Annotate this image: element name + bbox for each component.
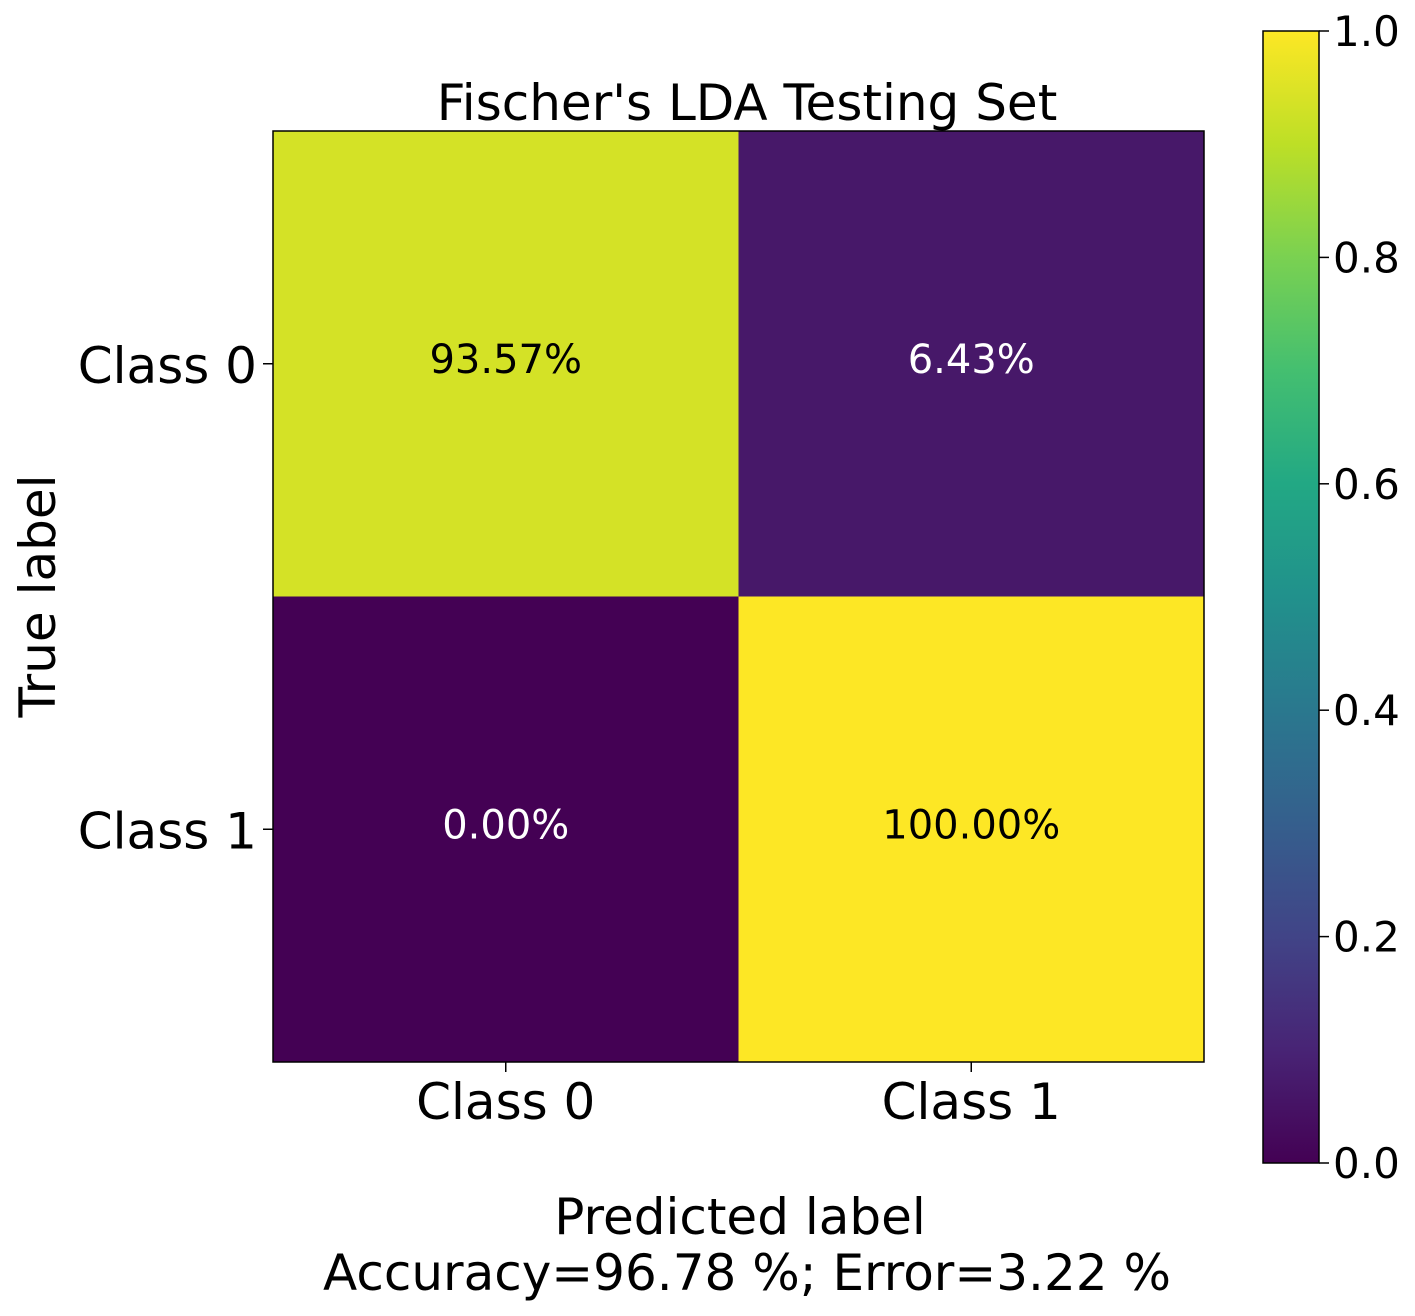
plot-frame	[272, 130, 1205, 1063]
cell-label-r0-c0: 93.57%	[429, 337, 582, 383]
heatmap-cell-r1-c1	[738, 596, 1205, 1063]
colorbar-tick-label: 0.6	[1333, 460, 1400, 509]
colorbar	[1262, 30, 1320, 1164]
y-tick-label: Class 1	[78, 802, 257, 860]
x-tick-label: Class 1	[882, 1073, 1061, 1131]
cell-label-r1-c0: 0.00%	[442, 802, 569, 848]
y-axis-label: True label	[9, 474, 67, 718]
heatmap-cell-labels: 93.57% 6.43% 0.00% 100.00%	[429, 337, 1060, 849]
heatmap-cell-r0-c0	[273, 131, 739, 597]
x-tick-label: Class 0	[416, 1073, 595, 1131]
cell-label-r1-c1: 100.00%	[882, 802, 1060, 848]
x-axis-label: Predicted label	[554, 1188, 926, 1246]
y-axis-ticks: Class 0 Class 1	[78, 337, 273, 860]
heatmap-cell-r0-c1	[738, 131, 1205, 597]
cell-label-r0-c1: 6.43%	[908, 337, 1035, 383]
chart-title: Fischer's LDA Testing Set	[437, 74, 1058, 132]
colorbar-tick-label: 0.2	[1333, 913, 1400, 962]
x-axis-ticks: Class 0 Class 1	[416, 1062, 1061, 1131]
colorbar-tick-label: 0.4	[1333, 686, 1400, 735]
colorbar-ticks: 0.0 0.2 0.4 0.6 0.8 1.0	[1319, 7, 1400, 1188]
x-axis-sublabel: Accuracy=96.78 %; Error=3.22 %	[323, 1244, 1171, 1302]
colorbar-tick-label: 0.0	[1333, 1139, 1400, 1188]
y-tick-label: Class 0	[78, 337, 257, 395]
colorbar-tick-label: 0.8	[1333, 233, 1400, 282]
heatmap-cells	[273, 131, 1205, 1063]
colorbar-tick-label: 1.0	[1333, 7, 1400, 56]
heatmap-cell-r1-c0	[273, 596, 739, 1063]
